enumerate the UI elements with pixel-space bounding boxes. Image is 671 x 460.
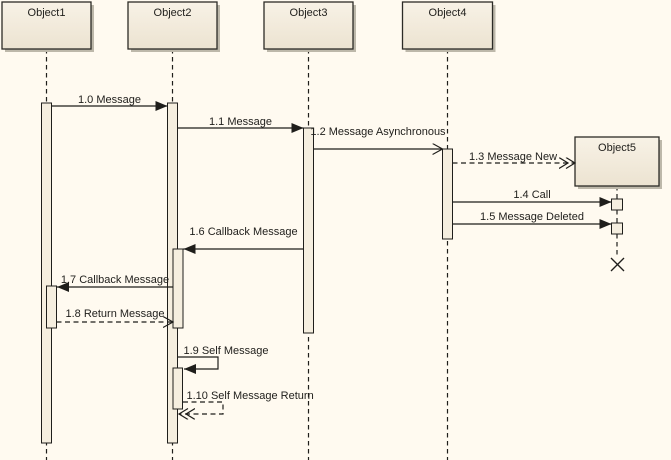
message-1-9[interactable]: 1.9 Self Message xyxy=(177,345,269,374)
object1-label: Object1 xyxy=(28,7,66,19)
message-1-6-label: 1.6 Callback Message xyxy=(189,226,297,238)
activation-bar-object1[interactable] xyxy=(41,102,52,444)
activation-bar-object2-self[interactable] xyxy=(172,367,183,410)
activation-block-object5-call[interactable] xyxy=(611,198,623,211)
message-1-4[interactable]: 1.4 Call xyxy=(452,189,612,207)
message-1-7-label: 1.7 Callback Message xyxy=(61,274,169,286)
object-object4[interactable]: Object4 xyxy=(401,1,496,52)
object3-box[interactable] xyxy=(263,1,354,50)
message-1-5[interactable]: 1.5 Message Deleted xyxy=(452,211,612,229)
message-1-0[interactable]: 1.0 Message xyxy=(51,94,168,111)
activation-bar-object3[interactable] xyxy=(303,127,314,334)
object1-box[interactable] xyxy=(1,1,92,50)
activation-block-object5-delete[interactable] xyxy=(611,222,623,235)
object2-box[interactable] xyxy=(127,1,218,50)
message-1-1-label: 1.1 Message xyxy=(209,116,272,128)
message-1-8-label: 1.8 Return Message xyxy=(65,308,164,320)
message-1-1[interactable]: 1.1 Message xyxy=(177,116,304,133)
object4-label: Object4 xyxy=(429,7,467,19)
object-object1[interactable]: Object1 xyxy=(1,1,94,52)
activation-bar-object2-nested[interactable] xyxy=(172,248,184,329)
object-object2[interactable]: Object2 xyxy=(127,1,220,52)
activation-bar-object1-nested[interactable] xyxy=(46,285,57,329)
object3-label: Object3 xyxy=(290,7,328,19)
message-1-8[interactable]: 1.8 Return Message xyxy=(56,308,174,322)
object4-box[interactable] xyxy=(401,1,494,50)
message-1-2-label: 1.2 Message Asynchronous xyxy=(310,126,446,138)
message-1-3-label: 1.3 Message New xyxy=(469,151,557,163)
destruction-x-icon[interactable] xyxy=(610,257,625,272)
object-object3[interactable]: Object3 xyxy=(263,1,356,52)
message-1-7[interactable]: 1.7 Callback Message xyxy=(57,274,173,292)
message-1-9-line[interactable] xyxy=(177,356,219,374)
message-1-9-label: 1.9 Self Message xyxy=(184,345,269,357)
message-1-10[interactable]: 1.10 Self Message Return xyxy=(179,390,314,414)
message-1-4-label: 1.4 Call xyxy=(513,189,550,201)
message-1-0-label: 1.0 Message xyxy=(78,94,141,106)
message-1-3[interactable]: 1.3 Message New xyxy=(452,151,576,163)
object5-label: Object5 xyxy=(598,142,636,154)
object5-box[interactable] xyxy=(574,136,660,187)
message-1-6[interactable]: 1.6 Callback Message xyxy=(183,226,304,254)
activation-bar-object4[interactable] xyxy=(442,148,453,240)
message-1-5-label: 1.5 Message Deleted xyxy=(480,211,584,223)
message-1-10-label: 1.10 Self Message Return xyxy=(187,390,314,402)
object2-label: Object2 xyxy=(154,7,192,19)
object-object5[interactable]: Object5 xyxy=(574,136,662,189)
message-1-2[interactable]: 1.2 Message Asynchronous xyxy=(310,126,446,149)
message-1-10-line[interactable] xyxy=(179,401,224,414)
